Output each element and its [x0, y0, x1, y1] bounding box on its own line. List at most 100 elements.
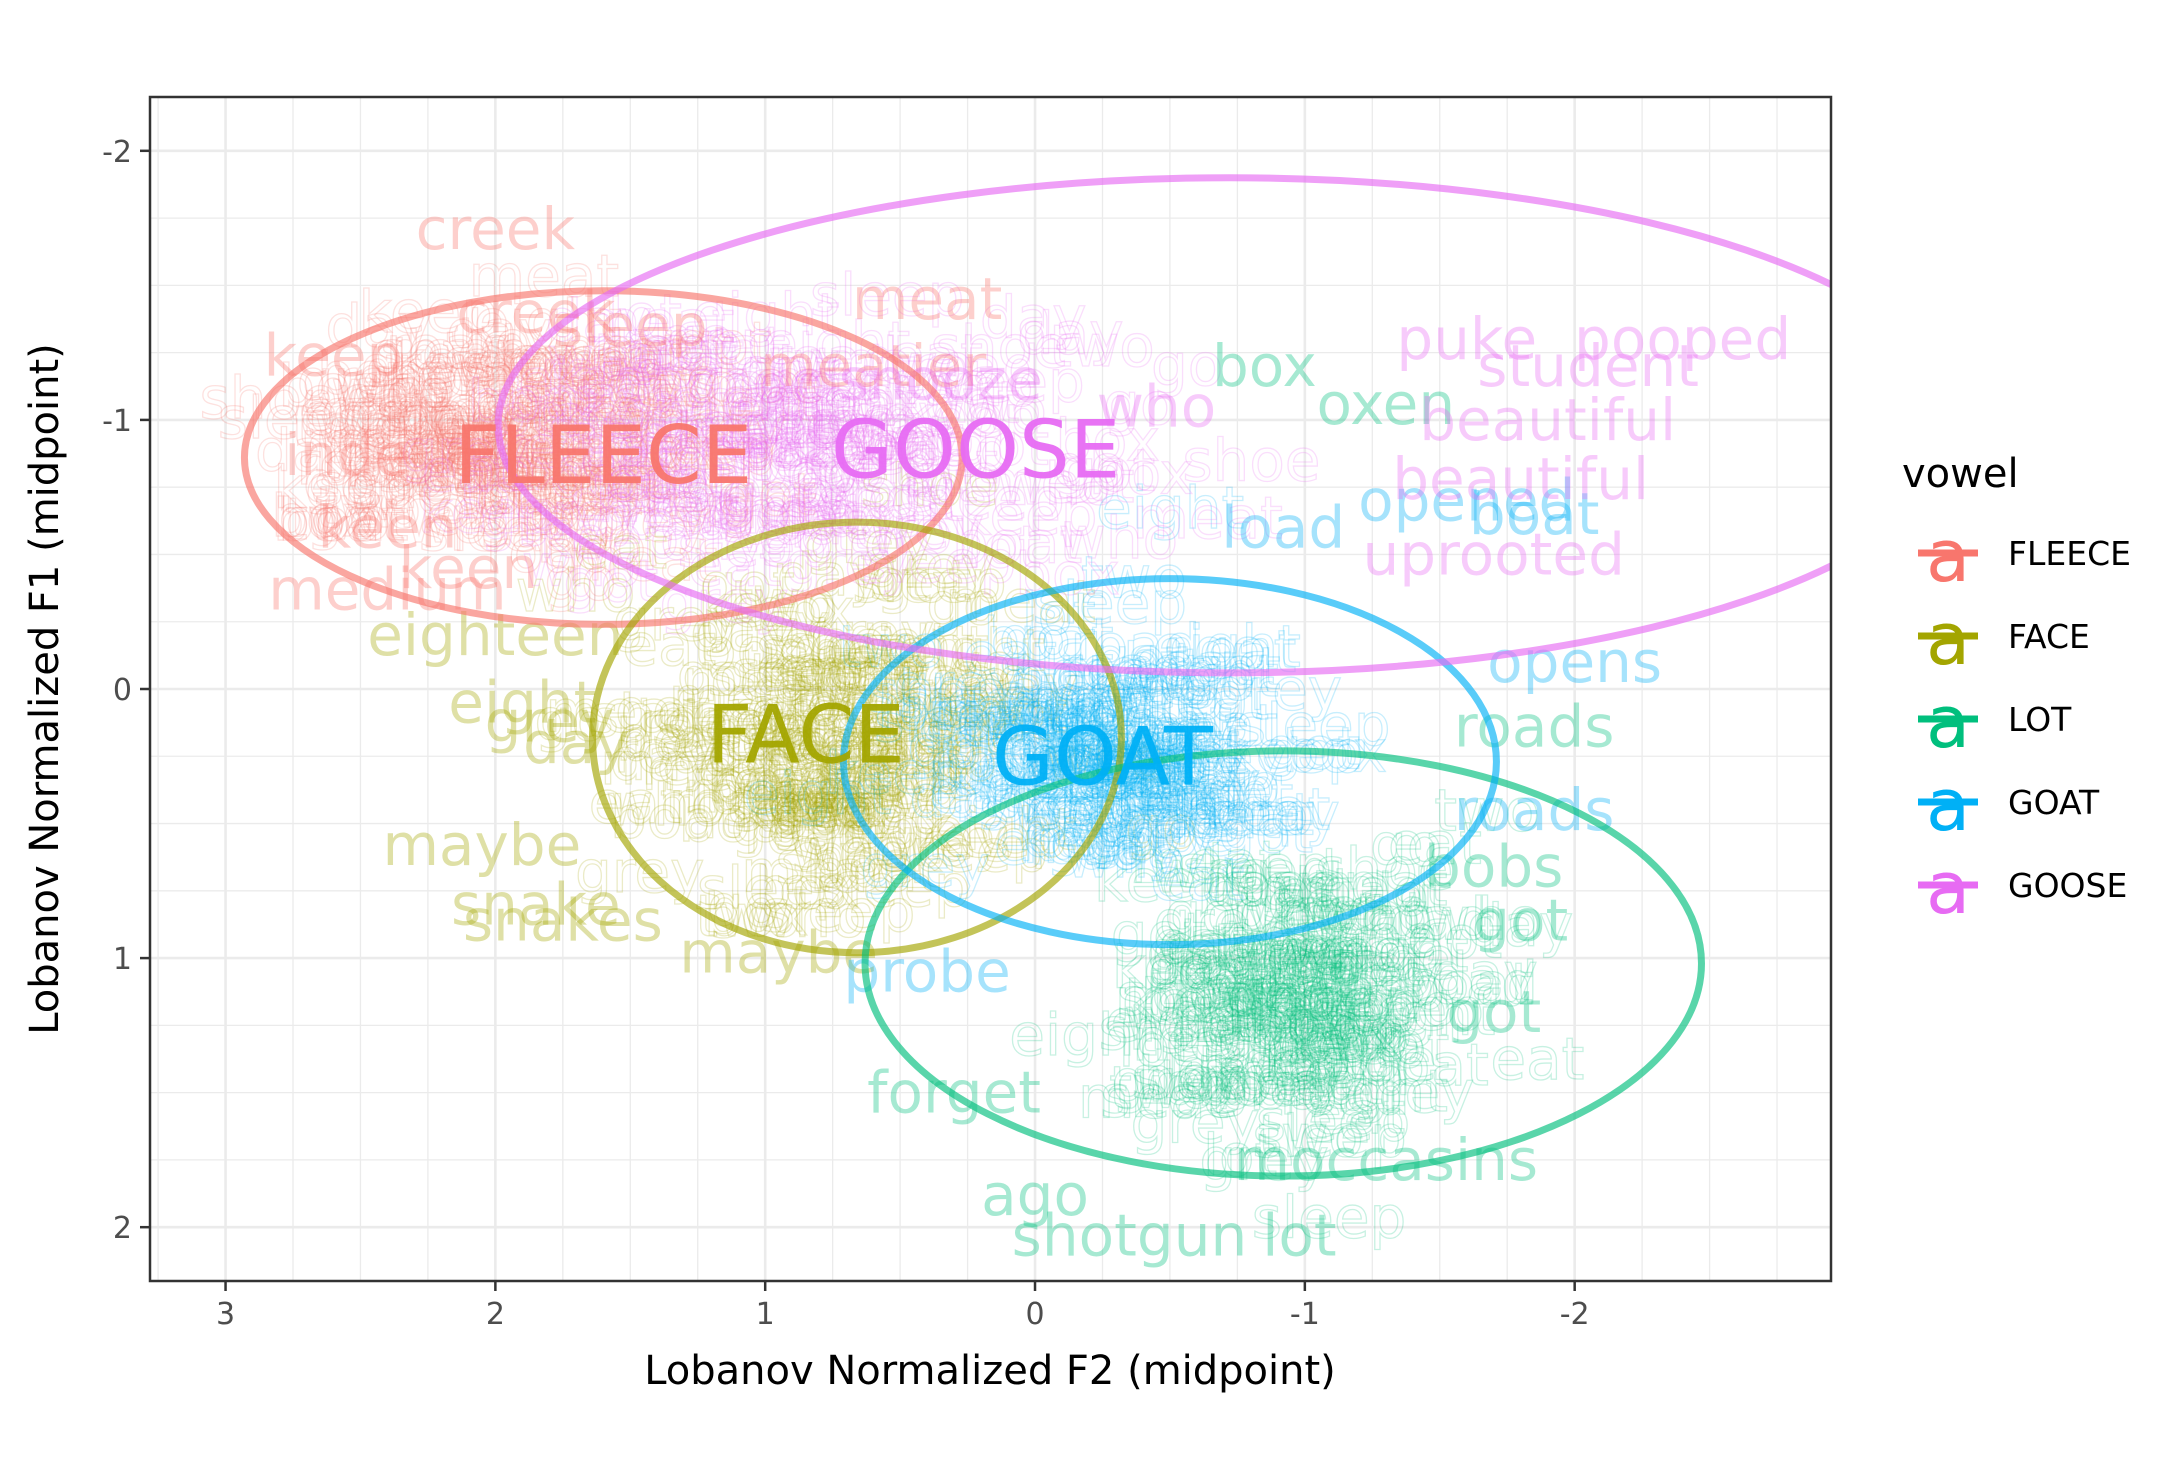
token-mark: road [1213, 851, 1343, 919]
token-mark: sleep [525, 362, 680, 430]
token-mark: day [322, 392, 429, 460]
token-mark: grey [1213, 656, 1342, 724]
token-mark: go [1385, 971, 1457, 1039]
token-mark: boat [616, 706, 747, 774]
token-mark: shoe [1117, 961, 1255, 1029]
token-mark: sleep [652, 689, 807, 757]
token-mark: keep [964, 685, 1104, 753]
token-mark: shoe [686, 347, 824, 415]
token-mark: keep [1240, 953, 1380, 1021]
token-mark: box [531, 432, 636, 500]
token-mark: who [1153, 838, 1273, 906]
token-mark: shoe [1204, 1001, 1342, 1069]
y-tick-label: 2 [113, 1211, 132, 1246]
token-mark: lot [591, 381, 665, 449]
token-mark: eight [1347, 981, 1495, 1049]
token-mark: sleep [419, 496, 574, 564]
legend-item-goat: a GOAT [1918, 763, 2100, 847]
token-mark: road [728, 677, 858, 745]
token-mark: keep [540, 445, 680, 513]
token-mark: shoe [1097, 801, 1235, 869]
y-tick-label: 0 [113, 673, 132, 708]
y-tick-label: 1 [113, 942, 132, 977]
token-mark: lot [1375, 1013, 1449, 1081]
token-mark: keep [1124, 968, 1264, 1036]
token-mark: meat [1056, 727, 1206, 795]
legend-key-glyph: a [1926, 514, 1970, 598]
token-mark: shoe [333, 384, 471, 452]
token-mark: day [761, 728, 868, 796]
token-mark: grey [667, 686, 796, 754]
legend-key-glyph: a [1926, 846, 1970, 930]
token-mark: day [752, 656, 859, 724]
token-mark: meat [300, 409, 450, 477]
token-mark: grey [373, 394, 502, 462]
token-mark: go [1332, 993, 1404, 1061]
token-mark: got [1169, 975, 1264, 1043]
token-mark: two [285, 485, 391, 553]
token-mark: eight [1009, 1001, 1157, 1069]
token-mark: grey [360, 333, 489, 401]
token-mark: who [516, 557, 636, 625]
token-mark: meat [682, 647, 832, 715]
token-mark: eight [983, 699, 1131, 767]
token-mark: grey [774, 772, 903, 840]
token-mark: eat [931, 728, 1025, 796]
token-mark: got [940, 679, 1035, 747]
centroid-label-goose: GOOSE [831, 404, 1120, 497]
token-mark: meat [669, 664, 819, 732]
token-mark: box [1250, 990, 1355, 1058]
token-mark: two [1261, 919, 1367, 987]
token-mark: got [1186, 634, 1281, 702]
token-mark: got [466, 432, 561, 500]
token-mark: meat [389, 373, 539, 441]
token-mark: go [1125, 794, 1197, 862]
token-mark: two [1303, 1001, 1409, 1069]
token-mark: shoe [783, 639, 921, 707]
token-mark: eight [412, 409, 560, 477]
token-mark: got [731, 791, 826, 859]
token-mark: eat [1311, 1079, 1405, 1147]
token-mark: got [1218, 798, 1313, 866]
token-mark: day [1431, 940, 1538, 1008]
token-mark: lot [575, 420, 649, 488]
token-mark: go [1013, 641, 1085, 709]
token-mark: shoe [1300, 902, 1438, 970]
token-mark: eat [1261, 956, 1355, 1024]
word-label: day [523, 709, 630, 777]
token-mark: go [306, 484, 378, 552]
token-mark: who [606, 771, 726, 839]
word-label: beautiful [1392, 445, 1649, 513]
token-mark: grey [811, 751, 940, 819]
token-mark: sleep [1252, 1184, 1407, 1252]
token-mark: road [461, 359, 591, 427]
token-mark: day [1096, 696, 1203, 764]
token-mark: got [656, 388, 751, 456]
token-mark: eat [779, 744, 873, 812]
token-mark: box [1200, 987, 1305, 1055]
token-mark: day [1201, 851, 1308, 919]
centroid-label-goat: GOAT [992, 710, 1214, 803]
token-mark: sleep [1330, 976, 1485, 1044]
token-mark: got [974, 678, 1069, 746]
token-mark: go [925, 726, 997, 794]
token-mark: day [547, 374, 654, 442]
token-mark: lot [1344, 964, 1418, 1032]
token-mark: boat [573, 354, 704, 422]
token-mark: got [677, 309, 772, 377]
token-mark: got [730, 765, 825, 833]
token-mark: boat [1403, 950, 1534, 1018]
token-mark: eat [779, 636, 873, 704]
token-mark: grey [1210, 780, 1339, 848]
token-mark: eight [668, 366, 816, 434]
token-mark: lot [1140, 765, 1214, 833]
word-label: moccasins [1233, 1126, 1538, 1194]
token-mark: grey [1313, 941, 1442, 1009]
token-mark: sleep [852, 548, 1007, 616]
token-mark: go [1227, 962, 1299, 1030]
token-mark: meat [1072, 709, 1222, 777]
token-cloud-lot: greyboatgoroadgotboxlotwhotwoshoekeepsle… [1009, 776, 1585, 1252]
token-mark: sleep [708, 640, 863, 708]
token-mark: box [711, 749, 816, 817]
token-mark: go [1165, 768, 1237, 836]
